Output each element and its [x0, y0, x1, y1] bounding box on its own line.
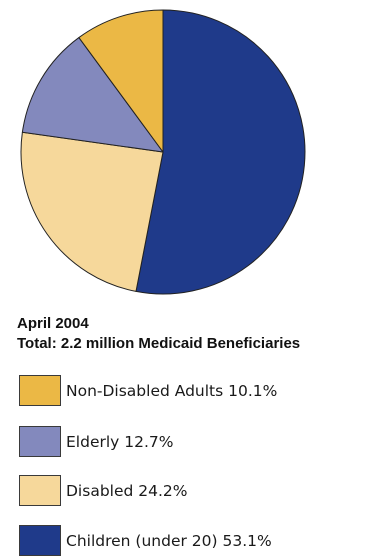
pie-slice-disabled-24-2: [20, 131, 164, 292]
legend-label-disabled: Disabled 24.2%: [66, 482, 188, 500]
legend-label-non-disabled-adults: Non-Disabled Adults 10.1%: [66, 382, 278, 400]
legend-swatch-disabled: [19, 475, 61, 506]
pie-slice-non-disabled-adults-10-1: [78, 9, 164, 153]
legend-swatch-non-disabled-adults: [19, 375, 61, 406]
legend-swatch-children: [19, 525, 61, 556]
subtitle-total: Total: 2.2 million Medicaid Beneficiarie…: [17, 335, 301, 352]
chart-subtitle: April 2004 Total: 2.2 million Medicaid B…: [17, 314, 300, 354]
legend-swatch-elderly: [19, 426, 61, 457]
pie-chart: [20, 9, 306, 295]
legend-label-elderly: Elderly 12.7%: [66, 433, 174, 451]
legend-label-children: Children (under 20) 53.1%: [66, 532, 272, 550]
subtitle-date: April 2004: [17, 315, 89, 332]
pie-slice-elderly-12-7: [21, 37, 164, 153]
pie-slice-children-under-20-53-1: [135, 9, 306, 295]
